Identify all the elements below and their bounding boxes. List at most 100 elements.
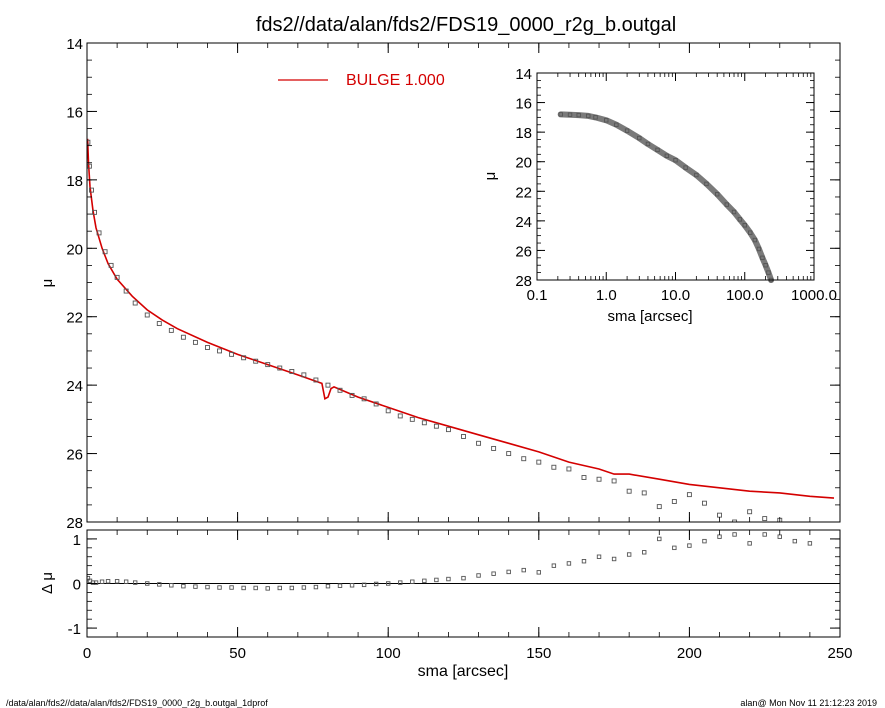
residual-data-point: [241, 585, 246, 591]
residual-xlabel: sma [arcsec]: [418, 663, 509, 680]
main-data-point: [144, 312, 150, 318]
main-data-point: [409, 416, 415, 422]
residual-data-point: [762, 532, 767, 537]
main-data-point: [325, 382, 331, 388]
residual-data-point: [349, 583, 355, 588]
footer-timestamp: alan@ Mon Nov 11 21:12:23 2019: [740, 698, 877, 708]
residual-data-point: [386, 581, 391, 586]
residual-ytick-label: 0: [73, 577, 81, 594]
inset-data-band: [557, 111, 775, 283]
inset-ytick-label: 20: [515, 155, 532, 172]
residual-data-point: [672, 545, 677, 551]
residual-plot-area: [87, 532, 840, 591]
main-data-point: [461, 434, 466, 439]
residual-data-point: [702, 538, 707, 544]
inset-data-point: [567, 112, 573, 117]
inset-xtick-label: 1.0: [596, 287, 617, 304]
main-data-point: [253, 358, 259, 364]
residual-xtick-label: 100: [376, 645, 401, 662]
inset-data-point: [604, 118, 609, 123]
main-data-point: [229, 351, 235, 357]
main-data-point: [192, 339, 198, 345]
main-panel: 14 16 18 20 22 24 26 28 μ BULGE 1.000: [39, 36, 841, 532]
inset-data-point: [714, 192, 720, 197]
residual-data-point: [169, 583, 174, 588]
inset-xtick-label: 10.0: [661, 287, 690, 304]
main-data-point: [433, 423, 439, 429]
residual-xtick-label: 0: [83, 645, 91, 662]
residual-xtick-label: 250: [827, 645, 852, 662]
inset-data-point: [576, 112, 581, 118]
main-data-point: [114, 274, 120, 280]
residual-data-point: [506, 569, 511, 575]
inset-background: [529, 73, 814, 280]
residual-data-point: [581, 559, 587, 564]
main-data-point: [641, 490, 647, 496]
inset-data-point: [694, 172, 699, 178]
inset-data-point: [756, 246, 762, 252]
inset-data-point: [586, 113, 591, 119]
residual-data-point: [717, 534, 722, 539]
inset-data-point: [624, 128, 630, 133]
residual-xtick-label: 150: [526, 645, 551, 662]
main-legend: BULGE 1.000: [278, 72, 445, 89]
main-data-point: [102, 249, 108, 255]
main-data-point: [747, 509, 753, 515]
main-data-point: [596, 476, 602, 482]
inset-data-point: [731, 209, 737, 215]
main-data-point: [536, 459, 542, 465]
residual-data-point: [93, 580, 99, 585]
main-ytick-label: 20: [66, 241, 83, 258]
inset-ytick-label: 22: [515, 184, 532, 201]
main-ylabel: μ: [39, 279, 56, 288]
main-marks: [87, 138, 835, 522]
main-data-point: [156, 321, 162, 327]
residual-data-point: [566, 561, 572, 566]
residual-data-point: [105, 579, 111, 584]
inset-data-point: [673, 158, 678, 163]
main-data-point: [313, 377, 319, 383]
main-data-point: [92, 209, 97, 215]
inset-data-point: [655, 147, 660, 153]
inset-marks: [557, 111, 775, 283]
residual-data-point: [229, 585, 234, 590]
main-ytick-label: 14: [66, 36, 83, 53]
residual-data-point: [410, 579, 415, 584]
main-data-point: [217, 348, 222, 354]
main-ytick-label: 18: [66, 173, 83, 190]
inset-data-point: [558, 112, 563, 117]
residual-data-point: [687, 543, 692, 548]
inset-axes: 14 16 18 20 22 24 26 280.1 1.0 10.0 100.0 1000.0: [515, 66, 837, 304]
footer-file-path: /data/alan/fds2//data/alan/fds2/FDS19_00…: [6, 698, 268, 708]
residual-data-point: [99, 579, 105, 584]
residual-data-point: [422, 578, 427, 584]
main-data-point: [301, 372, 307, 378]
main-data-point: [551, 464, 557, 470]
main-data-point: [762, 516, 768, 522]
inset-ytick-label: 24: [515, 214, 532, 231]
main-data-point: [108, 262, 114, 268]
residual-data-point: [792, 538, 798, 544]
main-data-point: [277, 365, 283, 371]
main-data-point: [289, 369, 295, 374]
residual-data-point: [446, 576, 451, 582]
main-data-point: [581, 475, 587, 480]
main-axes: 14 16 18 20 22 24 26 28: [66, 36, 841, 532]
inset-data-point: [760, 255, 765, 261]
residual-ytick-label: 1: [73, 532, 81, 549]
inset-xtick-label: 100.0: [726, 287, 764, 304]
inset-data-point: [683, 165, 688, 170]
main-data-point: [132, 300, 138, 306]
main-ytick-label: 28: [66, 515, 83, 532]
main-data-point: [180, 334, 186, 340]
chart-title: fds2//data/alan/fds2/FDS19_0000_r2g_b.ou…: [256, 14, 676, 36]
main-data-point: [96, 230, 102, 236]
residual-ytick-label: -1: [68, 621, 81, 638]
inset-data-point: [704, 181, 709, 187]
main-data-point: [717, 512, 722, 518]
main-data-point: [241, 355, 247, 361]
residual-data-point: [217, 585, 222, 590]
main-data-point: [671, 499, 677, 504]
